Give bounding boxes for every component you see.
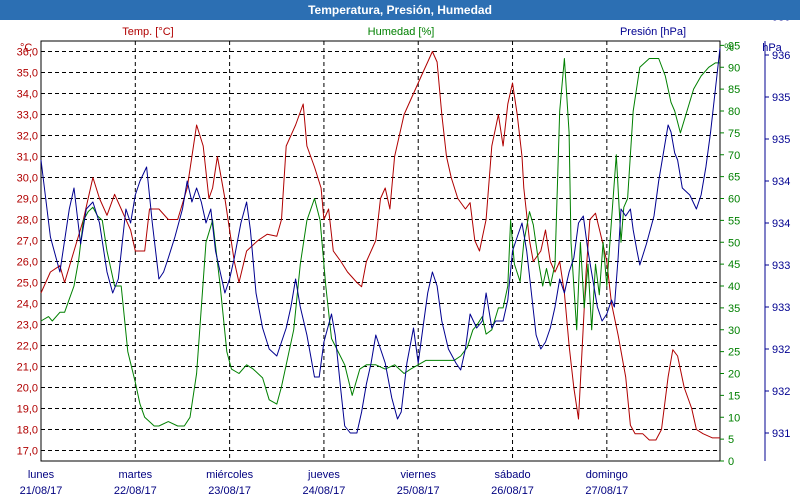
temperature-tick-label: 26,0	[17, 257, 38, 269]
humidity-line	[40, 58, 720, 427]
humidity-tick-label: 5	[728, 434, 734, 446]
temperature-tick-label: 34,0	[17, 89, 38, 101]
humidity-tick-label: 25	[728, 347, 740, 359]
date-tick-day: jueves	[307, 469, 340, 481]
weather-chart: 17,0 18,0 19,0 20,0 21,0 22,0 23,0 24,0 25,0 26,0…	[0, 20, 800, 500]
pressure-tick-label: 933	[772, 260, 790, 272]
humidity-tick-label: 75	[728, 128, 740, 140]
pressure-unit-label: hPa	[762, 42, 782, 54]
date-tick-date: 23/08/17	[208, 485, 251, 497]
date-tick-day: sábado	[494, 469, 530, 481]
humidity-unit-label: %	[724, 42, 734, 54]
grid	[41, 41, 720, 461]
humidity-tick-label: 45	[728, 259, 740, 271]
humidity-tick-label: 70	[728, 150, 740, 162]
humidity-tick-label: 65	[728, 172, 740, 184]
humidity-tick-label: 40	[728, 281, 740, 293]
date-tick-date: 24/08/17	[303, 485, 346, 497]
date-tick-day: martes	[118, 469, 152, 481]
humidity-tick-label: 20	[728, 369, 740, 381]
temperature-tick-label: 18,0	[17, 425, 38, 437]
temperature-tick-label: 22,0	[17, 341, 38, 353]
humidity-tick-label: 90	[728, 62, 740, 74]
date-tick-date: 25/08/17	[397, 485, 440, 497]
pressure-tick-label: 933	[772, 302, 790, 314]
pressure-tick-label: 932	[772, 344, 790, 356]
temperature-tick-label: 21,0	[17, 362, 38, 374]
pressure-tick-label: 931	[772, 428, 790, 440]
humidity-tick-label: 55	[728, 215, 740, 227]
temperature-tick-label: 17,0	[17, 446, 38, 458]
temperature-line	[40, 51, 720, 441]
pressure-tick-label: 934	[772, 218, 790, 230]
temperature-tick-label: 31,0	[17, 152, 38, 164]
humidity-series-label: Humedad [%]	[368, 26, 435, 38]
temperature-axis: 17,0 18,0 19,0 20,0 21,0 22,0 23,0 24,0 25,0 26,0…	[17, 47, 38, 458]
humidity-tick-label: 80	[728, 106, 740, 118]
date-tick-day: miércoles	[206, 469, 254, 481]
chart-title: Temperatura, Presión, Humedad	[0, 0, 800, 20]
temperature-tick-label: 36,0	[17, 47, 38, 59]
temperature-tick-label: 28,0	[17, 215, 38, 227]
date-axis: lunes 21/08/17 martes 22/08/17 miércoles 23/0…	[20, 469, 629, 497]
temperature-series-label: Temp. [°C]	[122, 26, 173, 38]
humidity-tick-label: 85	[728, 84, 740, 96]
temperature-unit-label: °C	[20, 42, 32, 54]
pressure-tick-label: 936	[772, 20, 790, 24]
pressure-tick-label: 934	[772, 176, 790, 188]
pressure-series-label: Presión [hPa]	[620, 26, 686, 38]
date-tick-day: domingo	[586, 469, 628, 481]
temperature-tick-label: 30,0	[17, 173, 38, 185]
humidity-tick-label: 0	[728, 456, 734, 468]
pressure-tick-label: 932	[772, 386, 790, 398]
temperature-tick-label: 20,0	[17, 383, 38, 395]
temperature-tick-label: 33,0	[17, 110, 38, 122]
humidity-tick-label: 60	[728, 194, 740, 206]
humidity-tick-label: 15	[728, 390, 740, 402]
date-tick-date: 27/08/17	[585, 485, 628, 497]
temperature-tick-label: 29,0	[17, 194, 38, 206]
temperature-tick-label: 19,0	[17, 404, 38, 416]
humidity-axis: 0 5 10 15 20 25 30 35 40 45 50 55 60 65 70 75 80 85 90 95	[720, 40, 740, 468]
pressure-tick-label: 935	[772, 134, 790, 146]
temperature-tick-label: 35,0	[17, 68, 38, 80]
date-tick-date: 26/08/17	[491, 485, 534, 497]
pressure-axis: 931 932 932 933 933 934 934 935 935 936 936	[765, 20, 790, 440]
humidity-tick-label: 30	[728, 325, 740, 337]
humidity-tick-label: 35	[728, 303, 740, 315]
humidity-tick-label: 50	[728, 237, 740, 249]
temperature-tick-label: 24,0	[17, 299, 38, 311]
temperature-tick-label: 32,0	[17, 131, 38, 143]
pressure-tick-label: 935	[772, 92, 790, 104]
date-tick-date: 21/08/17	[20, 485, 63, 497]
temperature-tick-label: 23,0	[17, 320, 38, 332]
temperature-tick-label: 27,0	[17, 236, 38, 248]
date-tick-day: lunes	[28, 469, 55, 481]
series-layer	[40, 47, 721, 441]
humidity-tick-label: 95	[728, 40, 740, 52]
date-tick-day: viernes	[400, 469, 436, 481]
pressure-tick-label: 936	[772, 50, 790, 62]
humidity-tick-label: 10	[728, 412, 740, 424]
date-tick-date: 22/08/17	[114, 485, 157, 497]
pressure-line	[40, 47, 721, 434]
temperature-tick-label: 25,0	[17, 278, 38, 290]
